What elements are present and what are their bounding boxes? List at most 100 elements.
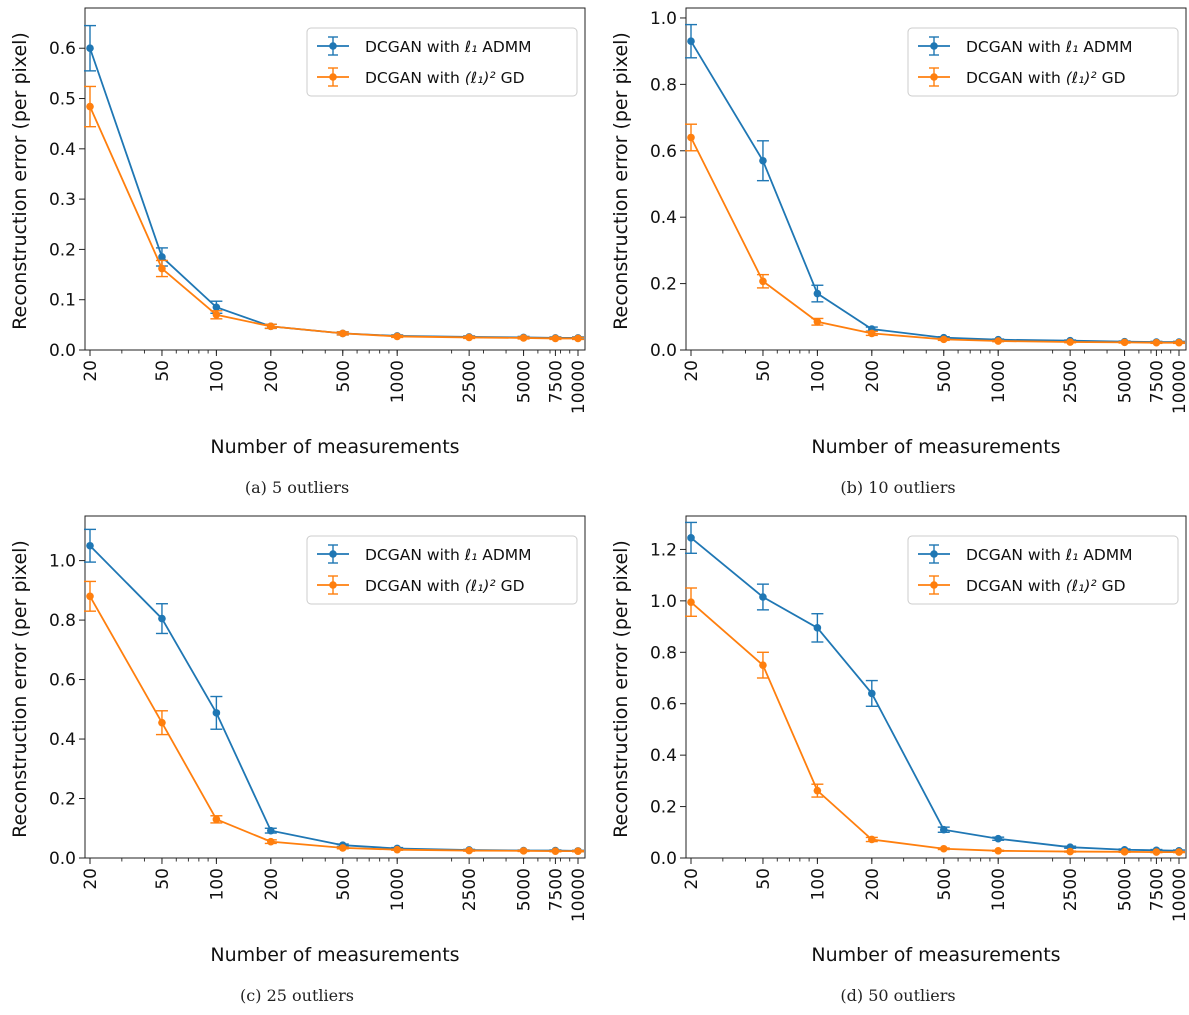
data-point [86,44,94,53]
x-tick-label: 5000 [1116,868,1136,911]
legend-entry: DCGAN with ℓ₁ ADMM [317,544,532,564]
x-tick-label: 100 [207,868,227,900]
y-tick-label: 0.8 [49,611,76,631]
data-point [338,329,347,338]
chart-panel: 20 50 100 200 500 1000 2500 5000 7500 10000 0.0 0.2… [601,0,1189,507]
data-point [212,310,221,319]
x-tick-label: 200 [262,360,282,392]
x-tick-label: 10000 [1170,868,1189,922]
y-axis-title: Reconstruction error (per pixel) [610,32,632,330]
data-point [574,847,582,855]
data-point [1175,338,1183,347]
x-axis-title: Number of measurements [811,436,1060,458]
data-point [551,847,560,855]
data-point [519,847,528,855]
figure-caption: (a) 5 outliers [244,478,350,497]
x-tick-label: 5000 [515,360,535,403]
y-tick-label: 0.4 [650,208,677,228]
y-tick-label: 0.0 [49,341,76,361]
y-tick-label: 0.0 [650,341,677,361]
x-tick-label: 20 [682,360,702,382]
x-tick-label: 100 [808,868,828,900]
data-point [939,335,948,344]
legend-box [306,27,578,97]
y-tick-label: 1.2 [650,540,677,560]
data-point [1066,338,1074,346]
x-tick-label: 5000 [1116,360,1136,403]
data-point [465,333,473,342]
x-tick-label: 7500 [1147,868,1167,911]
y-tick-label: 0.2 [650,275,677,295]
x-tick-label: 7500 [546,868,566,911]
y-tick-label: 0.3 [49,190,76,210]
legend-entry: DCGAN with (ℓ₁)² GD [317,575,525,595]
y-tick-label: 1.0 [650,592,677,612]
y-tick-label: 0.6 [49,39,76,59]
data-point [994,847,1002,855]
legend-entry: DCGAN with ℓ₁ ADMM [317,36,532,56]
y-tick-label: 0.6 [49,671,76,691]
data-point [1120,338,1129,347]
y-tick-label: 0.4 [49,730,76,750]
legend-box [907,27,1179,97]
series-line [690,137,1179,344]
chart-panel: 20 50 100 200 500 1000 2500 5000 7500 10000 0.0 0.1… [0,0,594,507]
data-point [158,718,166,727]
x-tick-label: 20 [81,360,101,382]
series-gd [84,580,584,855]
x-tick-label: 1000 [989,868,1009,911]
y-tick-label: 1.0 [650,9,677,29]
data-point [813,624,822,632]
series-gd [84,85,584,343]
x-tick-label: 10000 [569,360,589,414]
x-axis-title: Number of measurements [210,944,459,966]
plot-frame [84,515,586,859]
legend-marker [329,42,337,50]
data-point [393,332,401,341]
legend-marker [930,550,938,558]
x-tick-label: 1000 [388,868,408,911]
data-point [994,834,1002,843]
series-gd [685,587,1185,856]
legend-label: DCGAN with (ℓ₁)² GD [365,69,525,87]
data-point [1152,338,1161,347]
x-tick-label: 100 [207,360,227,392]
legend-label: DCGAN with (ℓ₁)² GD [966,577,1126,595]
data-point [1120,848,1129,856]
legend-label: DCGAN with ℓ₁ ADMM [365,38,532,56]
y-tick-label: 0.8 [650,75,677,95]
y-axis-title: Reconstruction error (per pixel) [9,540,31,838]
x-tick-label: 50 [153,360,173,382]
x-tick-label: 200 [863,360,883,392]
x-tick-label: 200 [262,868,282,900]
y-axis-title: Reconstruction error (per pixel) [9,32,31,330]
series-line [89,595,578,853]
x-tick-label: 2500 [1061,868,1081,911]
x-tick-label: 2500 [460,360,480,403]
legend-label: DCGAN with ℓ₁ ADMM [365,546,532,564]
data-point [86,102,94,111]
x-tick-label: 200 [863,868,883,900]
data-point [465,846,473,855]
legend-marker [930,73,938,81]
chart-svg: 20 50 100 200 500 1000 2500 5000 7500 10000 0.0 0.2… [9,515,589,966]
x-tick-label: 50 [754,868,774,890]
x-tick-label: 20 [81,868,101,890]
legend-marker [930,581,938,589]
y-tick-label: 0.6 [650,695,677,715]
x-tick-label: 100 [808,360,828,392]
chart-svg: 20 50 100 200 500 1000 2500 5000 7500 10000 0.0 0.2… [610,7,1189,458]
figure-caption: (b) 10 outliers [840,478,956,497]
legend-marker [329,73,337,81]
x-tick-label: 10000 [1170,360,1189,414]
legend-entry: DCGAN with (ℓ₁)² GD [918,575,1126,595]
data-point [1175,848,1183,856]
data-point [813,786,822,795]
x-axis-title: Number of measurements [811,944,1060,966]
data-point [813,289,822,298]
plot-frame [84,7,586,351]
data-point [551,334,560,343]
data-point [267,837,275,846]
data-point [759,277,767,286]
legend-entry: DCGAN with ℓ₁ ADMM [918,36,1133,56]
